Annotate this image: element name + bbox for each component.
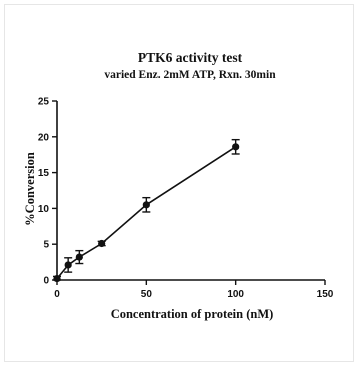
y-tick-label: 10	[38, 204, 50, 215]
y-tick-label: 20	[38, 132, 50, 143]
data-point	[142, 201, 150, 209]
data-point	[64, 261, 72, 269]
data-point	[75, 253, 83, 261]
y-tick-label: 5	[43, 240, 49, 251]
x-tick-label: 0	[54, 289, 60, 300]
y-axis-label: %Conversion	[23, 152, 37, 226]
x-tick-label: 100	[227, 289, 244, 300]
x-tick-label: 150	[317, 289, 334, 300]
data-point	[53, 274, 61, 283]
plot-area: 0 50 100 150 0 5 10 15 20 25	[38, 97, 334, 301]
y-tick-label: 15	[38, 168, 50, 179]
chart-title: PTK6 activity test	[138, 50, 243, 65]
y-tick-label: 0	[43, 276, 49, 287]
chart-subtitle: varied Enz. 2mM ATP, Rxn. 30min	[104, 69, 276, 81]
data-point	[232, 143, 240, 151]
x-tick-label: 50	[141, 289, 153, 300]
x-axis-label: Concentration of protein (nM)	[111, 307, 274, 321]
data-point	[98, 239, 106, 248]
series-line	[56, 146, 237, 280]
y-tick-label: 25	[38, 97, 50, 108]
